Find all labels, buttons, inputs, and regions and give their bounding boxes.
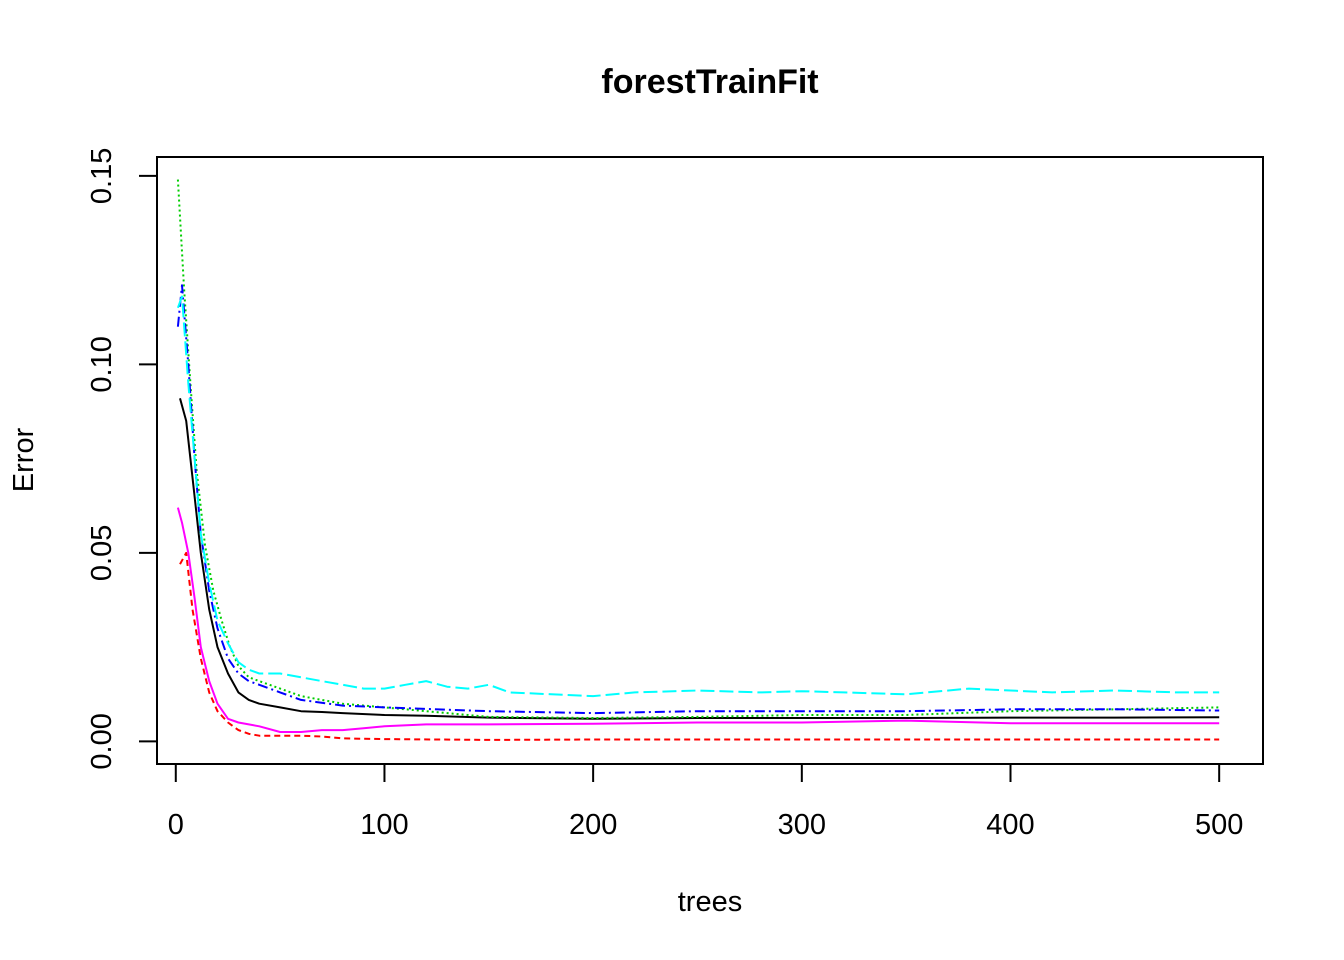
chart-title: forestTrainFit <box>601 63 818 101</box>
series-line-2 <box>179 551 1220 741</box>
x-tick-label: 300 <box>778 809 826 841</box>
x-tick-label: 400 <box>986 809 1034 841</box>
x-tick-label: 200 <box>569 809 617 841</box>
y-tick-label: 0.05 <box>86 525 118 581</box>
series-line-1 <box>179 398 1220 720</box>
x-axis: 0 100 200 300 400 500 <box>168 763 1243 841</box>
series-line-6 <box>176 507 1220 733</box>
y-tick-label: 0.15 <box>86 148 118 204</box>
plot-frame <box>156 156 1264 765</box>
series-line-3 <box>176 179 1220 719</box>
y-axis-label: Error <box>8 427 40 492</box>
x-axis-label: trees <box>678 886 742 918</box>
series-line-4 <box>176 284 1220 715</box>
x-tick-label: 0 <box>168 809 184 841</box>
y-axis: 0.00 0.05 0.10 0.15 <box>86 148 158 770</box>
y-tick-label: 0.00 <box>86 713 118 769</box>
series-line-5 <box>176 295 1220 698</box>
x-tick-label: 500 <box>1195 809 1243 841</box>
series-layer <box>176 179 1220 741</box>
x-tick-label: 100 <box>360 809 408 841</box>
y-tick-label: 0.10 <box>86 336 118 392</box>
